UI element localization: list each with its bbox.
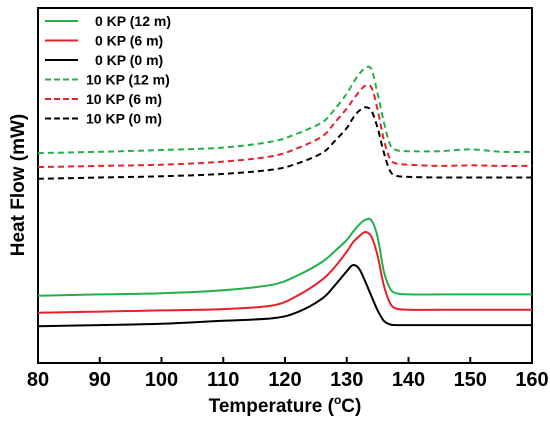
series-lines [37,65,533,328]
legend-label: 10 KP (12 m) [86,72,170,88]
series-line-0 [37,217,532,297]
x-tick-label: 90 [89,369,111,391]
legend-label: 10 KP (0 m) [86,111,162,127]
x-tick-label: 100 [145,369,178,391]
x-tick-label: 150 [454,369,487,391]
x-axis-title: Temperature (oC) [209,393,362,417]
x-tick-label: 80 [27,369,49,391]
x-axis-ticks [37,357,533,363]
x-tick-label: 120 [268,369,301,391]
x-tick-label: 110 [207,369,239,391]
x-tick-label: 160 [515,369,548,391]
y-axis-title: Heat Flow (mW) [8,114,29,257]
series-line-4 [37,83,533,169]
x-tick-label: 130 [330,369,363,391]
series-line-3 [37,65,533,155]
x-axis-tick-labels: 80 90 100 110 120 130 140 150 160 [27,369,549,391]
legend: 0 KP (12 m) 0 KP (6 m) 0 KP (0 m) 10 KP (12… [45,13,171,127]
x-axis-title-superscript: o [334,393,341,407]
legend-label: 0 KP (0 m) [95,52,163,68]
series-line-5 [37,106,532,180]
series-line-1 [37,231,532,314]
series-line-2 [37,264,533,328]
legend-label: 0 KP (6 m) [95,33,163,49]
legend-label: 0 KP (12 m) [95,13,171,29]
x-tick-label: 140 [392,369,425,391]
legend-label: 10 KP (6 m) [86,91,162,107]
